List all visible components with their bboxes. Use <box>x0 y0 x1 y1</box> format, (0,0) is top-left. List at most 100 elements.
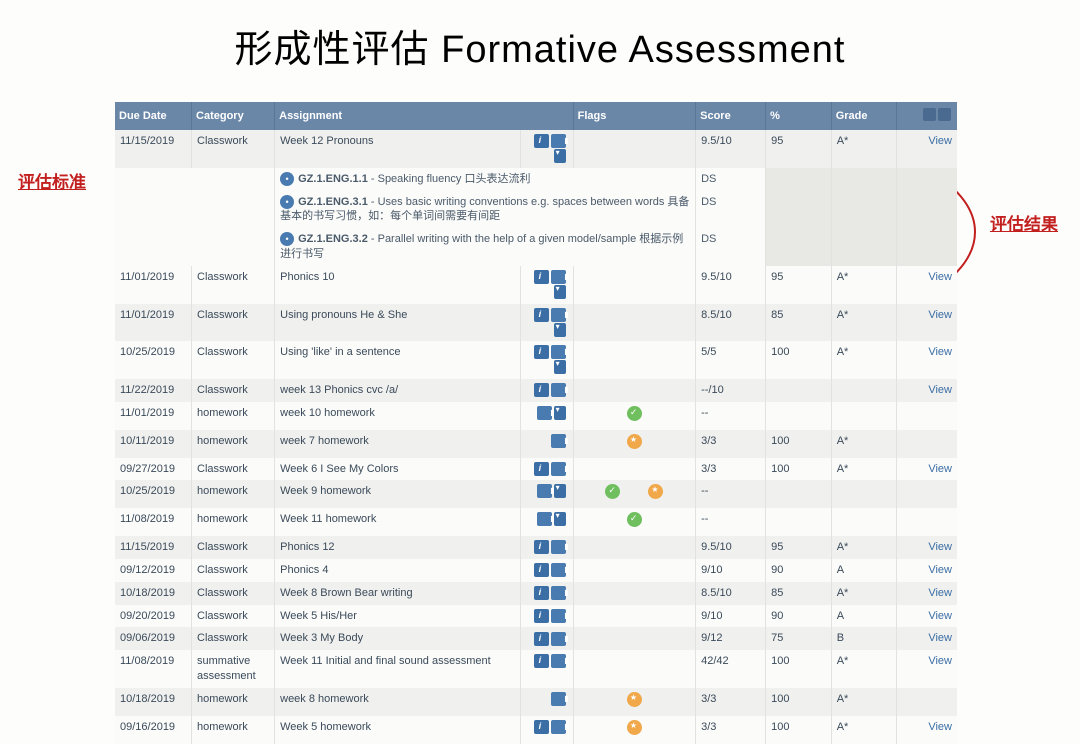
view-link[interactable]: View <box>928 346 952 358</box>
hdr-assignment[interactable]: Assignment <box>275 102 574 130</box>
view-link[interactable]: View <box>928 135 952 147</box>
cell-view[interactable]: View <box>897 341 957 379</box>
cell-grade <box>831 508 897 536</box>
cell-grade <box>831 480 897 508</box>
hdr-grade[interactable]: Grade <box>831 102 897 130</box>
info-icon[interactable] <box>534 462 549 476</box>
info-icon[interactable] <box>534 540 549 554</box>
cell-view <box>897 508 957 536</box>
cell-category: Classwork <box>192 341 275 379</box>
view-link[interactable]: View <box>928 655 952 667</box>
cell-percent: 90 <box>766 559 832 582</box>
dropdown-icon[interactable] <box>554 285 566 299</box>
info-icon[interactable] <box>534 345 549 359</box>
cell-icons <box>521 508 573 536</box>
cell-view[interactable]: View <box>897 379 957 402</box>
info-icon[interactable] <box>534 654 549 668</box>
cell-assignment: Week 5 His/Her <box>275 605 521 628</box>
view-link[interactable]: View <box>928 271 952 283</box>
cell-percent: 100 <box>766 341 832 379</box>
dropdown-icon[interactable] <box>554 323 566 337</box>
view-link[interactable]: View <box>928 632 952 644</box>
info-icon[interactable] <box>534 632 549 646</box>
cell-view[interactable]: View <box>897 536 957 559</box>
chart-icon[interactable] <box>537 406 552 420</box>
hdr-score[interactable]: Score <box>696 102 766 130</box>
chart-icon[interactable] <box>551 692 566 706</box>
cell-view[interactable]: View <box>897 304 957 342</box>
cell-view[interactable]: View <box>897 716 957 744</box>
cell-view[interactable]: View <box>897 650 957 688</box>
info-icon[interactable] <box>534 383 549 397</box>
chart-icon[interactable] <box>551 134 566 148</box>
chart-icon[interactable] <box>551 563 566 577</box>
chart-icon[interactable] <box>551 540 566 554</box>
info-icon[interactable] <box>534 720 549 734</box>
cell-view[interactable]: View <box>897 582 957 605</box>
cell-category: Classwork <box>192 458 275 481</box>
info-icon[interactable] <box>534 308 549 322</box>
cell-percent: 100 <box>766 458 832 481</box>
info-icon[interactable] <box>534 563 549 577</box>
view-link[interactable]: View <box>928 463 952 475</box>
cell-category: Classwork <box>192 627 275 650</box>
chart-icon[interactable] <box>551 586 566 600</box>
cell-view[interactable]: View <box>897 627 957 650</box>
dropdown-icon[interactable] <box>554 406 566 420</box>
info-icon[interactable] <box>534 586 549 600</box>
chart-icon[interactable] <box>551 383 566 397</box>
view-link[interactable]: View <box>928 541 952 553</box>
cell-grade: B <box>831 627 897 650</box>
chart-icon[interactable] <box>551 720 566 734</box>
cell-date: 10/25/2019 <box>115 341 192 379</box>
cell-percent <box>766 480 832 508</box>
view-link[interactable]: View <box>928 564 952 576</box>
cell-category: Classwork <box>192 379 275 402</box>
chart-icon[interactable] <box>551 308 566 322</box>
chart-icon[interactable] <box>551 270 566 284</box>
cell-view[interactable]: View <box>897 130 957 168</box>
hdr-flags[interactable]: Flags <box>573 102 695 130</box>
hdr-due-date[interactable]: Due Date <box>115 102 192 130</box>
info-icon[interactable] <box>534 609 549 623</box>
cell-flags <box>573 430 695 458</box>
hdr-category[interactable]: Category <box>192 102 275 130</box>
chart-icon[interactable] <box>551 654 566 668</box>
cell-view[interactable]: View <box>897 458 957 481</box>
cell-view[interactable]: View <box>897 605 957 628</box>
chart-icon[interactable] <box>551 434 566 448</box>
cell-assignment: week 13 Phonics cvc /a/ <box>275 379 521 402</box>
cell-flags <box>573 458 695 481</box>
dropdown-icon[interactable] <box>554 360 566 374</box>
cell-assignment: week 10 homework <box>275 402 521 430</box>
cell-date: 11/22/2019 <box>115 379 192 402</box>
chart-icon[interactable] <box>551 632 566 646</box>
chart-icon[interactable] <box>537 512 552 526</box>
hdr-percent[interactable]: % <box>766 102 832 130</box>
standard-desc: •GZ.1.ENG.3.1 - Uses basic writing conve… <box>275 191 696 229</box>
cell-flags <box>573 536 695 559</box>
dropdown-icon[interactable] <box>554 484 566 498</box>
cell-icons <box>521 130 573 168</box>
info-icon[interactable] <box>534 270 549 284</box>
cell-grade <box>831 379 897 402</box>
info-icon[interactable] <box>534 134 549 148</box>
view-link[interactable]: View <box>928 384 952 396</box>
view-link[interactable]: View <box>928 610 952 622</box>
standard-bullet-icon: • <box>280 232 294 246</box>
cell-view[interactable]: View <box>897 559 957 582</box>
chart-icon[interactable] <box>551 345 566 359</box>
view-link[interactable]: View <box>928 721 952 733</box>
dropdown-icon[interactable] <box>554 512 566 526</box>
cell-assignment: Week 5 homework <box>275 716 521 744</box>
hdr-actions[interactable] <box>897 102 957 130</box>
view-link[interactable]: View <box>928 587 952 599</box>
cell-grade <box>831 402 897 430</box>
cell-view[interactable]: View <box>897 266 957 304</box>
view-link[interactable]: View <box>928 309 952 321</box>
chart-icon[interactable] <box>537 484 552 498</box>
dropdown-icon[interactable] <box>554 149 566 163</box>
cell-grade: A* <box>831 458 897 481</box>
chart-icon[interactable] <box>551 609 566 623</box>
chart-icon[interactable] <box>551 462 566 476</box>
